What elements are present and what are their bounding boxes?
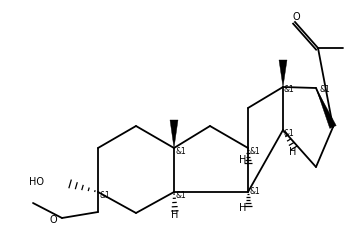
Text: H: H	[171, 210, 179, 220]
Text: &1: &1	[249, 147, 260, 155]
Polygon shape	[170, 120, 178, 148]
Text: &1: &1	[176, 190, 187, 199]
Polygon shape	[316, 88, 336, 128]
Text: H: H	[289, 147, 297, 157]
Text: O: O	[292, 12, 300, 22]
Polygon shape	[279, 60, 287, 87]
Text: O: O	[49, 215, 57, 225]
Text: &1: &1	[284, 85, 295, 94]
Text: &1: &1	[320, 85, 331, 94]
Text: &1: &1	[100, 190, 111, 199]
Text: H: H	[239, 155, 247, 165]
Text: HO: HO	[29, 177, 44, 187]
Text: H: H	[239, 203, 247, 213]
Text: &1: &1	[284, 129, 295, 138]
Text: &1: &1	[249, 188, 260, 197]
Text: &1: &1	[176, 147, 187, 155]
